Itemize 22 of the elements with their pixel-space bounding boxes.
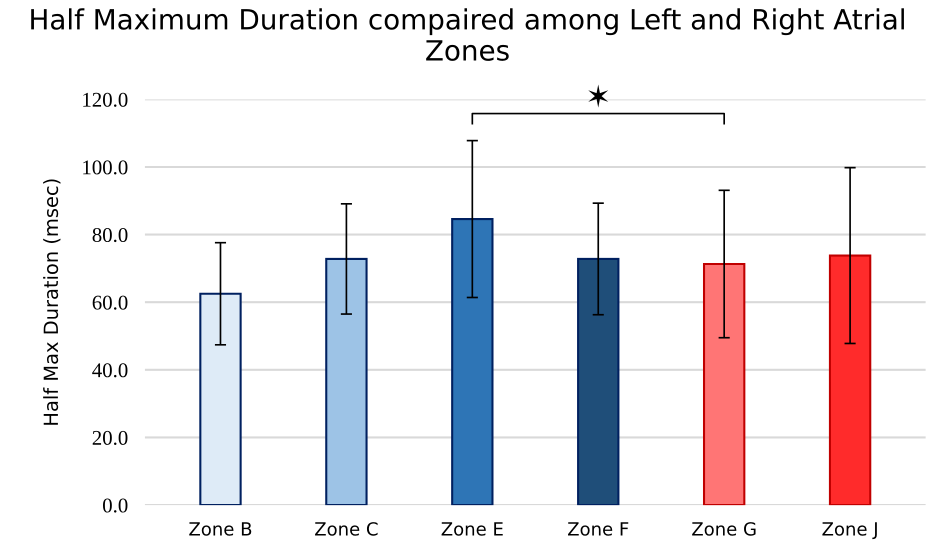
bar — [702, 262, 746, 506]
bar — [199, 292, 242, 506]
y-tick-label: 100.0 — [83, 160, 128, 175]
x-tick-label: Zone J — [822, 522, 877, 540]
x-tick-label: Zone F — [568, 522, 628, 536]
bar — [577, 258, 620, 506]
y-tick-label: 120.0 — [83, 92, 128, 107]
chart-title: Half Maximum Duration compaired among Left and Right Atrial Zones — [31, 8, 904, 61]
x-tick-label: Zone E — [442, 522, 503, 536]
y-tick-label: 20.0 — [92, 430, 128, 445]
x-tick-label: Zone B — [189, 522, 252, 536]
x-tick-label: Zone G — [692, 522, 756, 536]
bar — [325, 258, 368, 506]
y-axis-title: Half Max Duration (msec) — [43, 179, 60, 425]
y-tick-label: 0.0 — [103, 498, 128, 513]
bar — [828, 254, 872, 506]
bar — [451, 218, 494, 506]
y-tick-label: 40.0 — [92, 363, 128, 378]
y-tick-label: 60.0 — [92, 296, 128, 310]
y-tick-label: 80.0 — [92, 228, 128, 242]
x-tick-label: Zone C — [315, 522, 378, 536]
annotation: ✶ — [588, 84, 608, 108]
